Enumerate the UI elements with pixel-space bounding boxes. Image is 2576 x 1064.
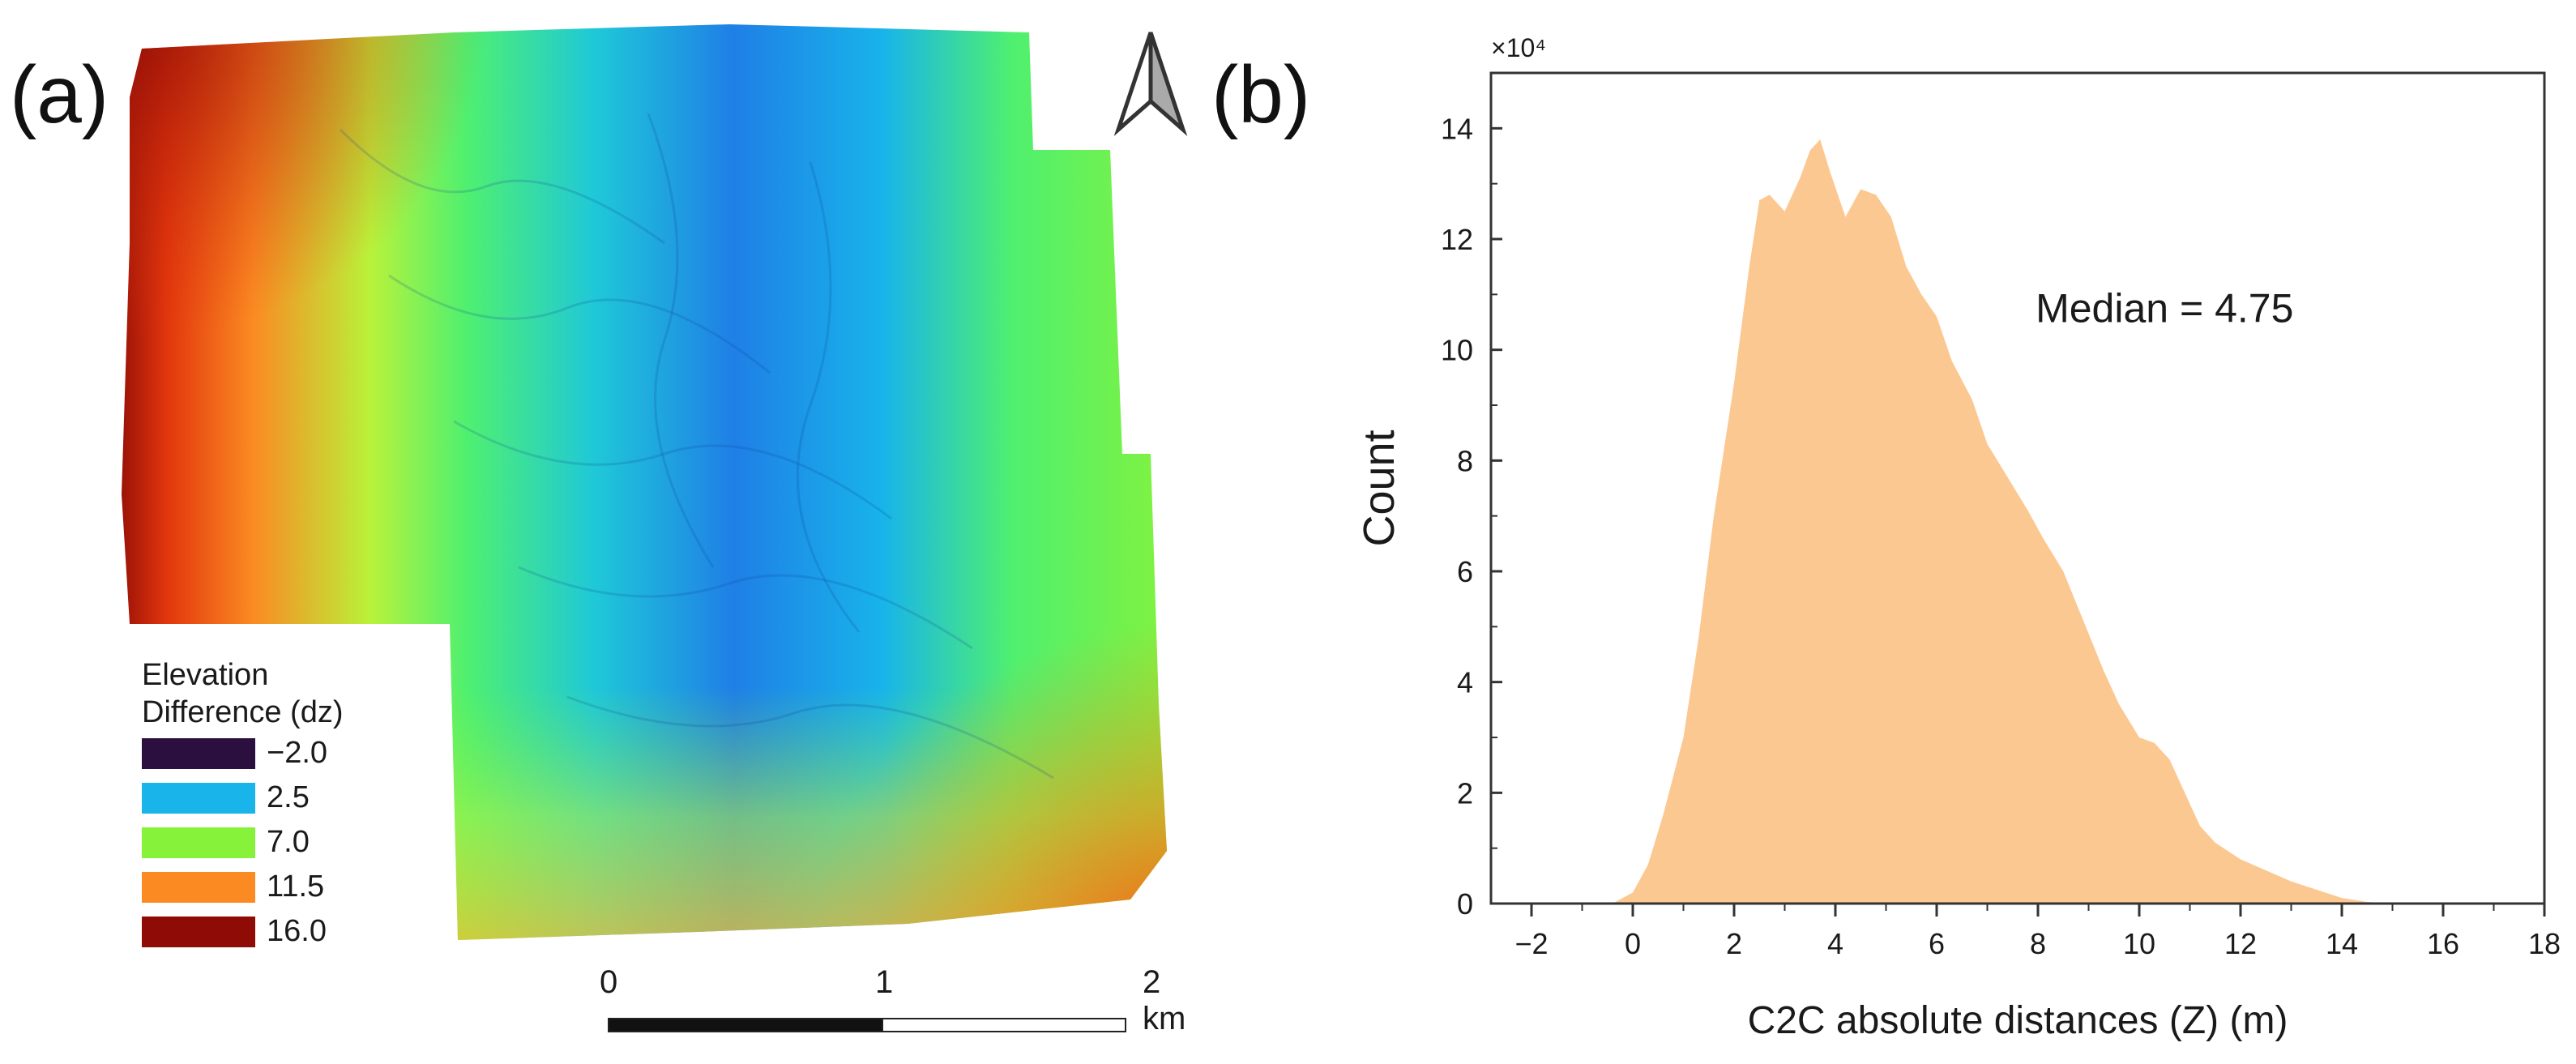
x-tick-label: −2	[1514, 927, 1548, 960]
scale-tick-1: 1	[875, 964, 894, 1000]
legend-swatch	[142, 871, 255, 903]
legend-item: 7.0	[142, 820, 344, 865]
x-tick-label: 18	[2528, 927, 2561, 960]
legend-value: 11.5	[267, 870, 325, 904]
plot-frame	[1489, 71, 2546, 905]
x-tick-label: 16	[2427, 927, 2459, 960]
x-tick-label: 14	[2326, 927, 2358, 960]
legend-title-line2: Difference (dz)	[142, 695, 344, 729]
scale-tick-2: 2 km	[1143, 964, 1186, 1036]
legend-item: 2.5	[142, 776, 344, 820]
x-tick-label: 2	[1726, 927, 1742, 960]
x-tick-label: 4	[1827, 927, 1843, 960]
legend-item: −2.0	[142, 731, 344, 776]
scale-segment-black	[608, 1018, 883, 1032]
scale-segment-white	[882, 1018, 1126, 1032]
legend-swatch	[142, 827, 255, 858]
x-tick-label: 12	[2224, 927, 2257, 960]
legend-value: 16.0	[267, 914, 327, 948]
legend-value: −2.0	[267, 736, 328, 770]
y-tick-label: 8	[1457, 444, 1473, 477]
scale-bar: 0 1 2 km	[600, 964, 1185, 1053]
y-tick-label: 0	[1457, 887, 1473, 921]
legend-swatch	[142, 737, 255, 769]
x-axis-label: C2C absolute distances (Z) (m)	[1748, 999, 2288, 1042]
y-tick-label: 10	[1441, 334, 1473, 367]
map-legend: Elevation Difference (dz) −2.0 2.5 7.0 1…	[142, 656, 344, 954]
legend-item: 16.0	[142, 909, 344, 954]
x-tick-label: 8	[2030, 927, 2046, 960]
x-tick-label: 6	[1929, 927, 1945, 960]
median-annotation: Median = 4.75	[2036, 286, 2293, 331]
scale-tick-0: 0	[600, 964, 618, 1000]
y-tick-label: 6	[1457, 555, 1473, 588]
y-tick-label: 12	[1441, 223, 1473, 256]
x-tick-label: 10	[2123, 927, 2155, 960]
legend-item: 11.5	[142, 865, 344, 909]
y-tick-label: 4	[1457, 666, 1473, 699]
y-tick-label: 14	[1441, 112, 1473, 145]
y-axis-label: Count	[1355, 429, 1403, 546]
elevation-difference-map	[122, 24, 1188, 940]
y-tick-label: 2	[1457, 776, 1473, 810]
panel-label-a: (a)	[10, 49, 109, 140]
legend-swatch	[142, 916, 255, 947]
x-tick-label: 0	[1625, 927, 1641, 960]
north-arrow-icon	[1113, 32, 1188, 136]
histogram-area	[1613, 139, 2393, 904]
legend-swatch	[142, 782, 255, 814]
legend-value: 2.5	[267, 780, 310, 814]
legend-title-line1: Elevation	[142, 658, 269, 692]
histogram-chart: 0 2 4 6 8 10 12 14 −2 0 2 4 6 8 10 12 14 16 18 ×10⁴ C2C abso…	[1355, 33, 2561, 1042]
panel-label-b: (b)	[1211, 49, 1311, 140]
legend-value: 7.0	[267, 825, 310, 859]
y-multiplier-label: ×10⁴	[1491, 33, 1546, 62]
